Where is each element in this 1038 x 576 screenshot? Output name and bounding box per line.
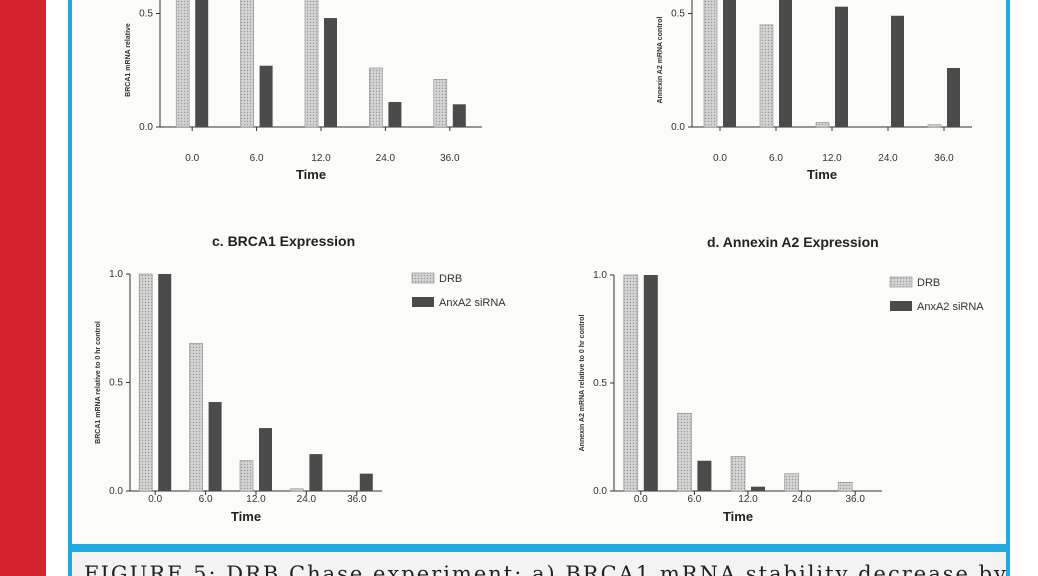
- accent-red-bar: [0, 0, 46, 576]
- bar-drb-12-0: [239, 460, 254, 492]
- x-axis-title: Time: [723, 509, 753, 524]
- x-tick-label: 0.0: [185, 153, 199, 164]
- x-axis-title: Time: [296, 167, 326, 182]
- x-tick-label: 0.0: [148, 494, 162, 505]
- bar-drb-24-0: [290, 488, 304, 492]
- y-tick-label: 0.5: [139, 9, 153, 20]
- x-axis-title: Time: [231, 509, 261, 524]
- bar-drb-0-0: [138, 273, 153, 492]
- x-tick-label: 24.0: [376, 153, 396, 164]
- x-tick-label: 12.0: [822, 153, 842, 164]
- bar-drb-0-0: [703, 0, 718, 128]
- bar-drb-24-0: [784, 473, 799, 492]
- y-tick-label: 0.5: [593, 378, 607, 389]
- legend-swatch-anxa2-sirna: [890, 301, 912, 311]
- bar-anxa2-sirna-12-0: [751, 486, 765, 491]
- x-tick-label: 12.0: [246, 494, 266, 505]
- legend-label-anxa2-sirna: AnxA2 siRNA: [917, 301, 984, 313]
- y-tick-label: 0.5: [671, 9, 685, 20]
- x-tick-label: 24.0: [878, 153, 898, 164]
- bar-drb-12-0: [815, 122, 830, 128]
- bar-anxa2-sirna-24-0: [891, 15, 904, 128]
- x-tick-label: 36.0: [934, 153, 954, 164]
- bar-anxa2-sirna-6-0: [779, 0, 792, 127]
- y-tick-label: 0.0: [109, 486, 123, 497]
- y-axis-title: Annexin A2 mRNA relative to 0 hr control: [579, 315, 586, 452]
- chart-b-annexin-top: 0.0 0.5 0.0 6.0 12.0 24.0 36.0 Time Annexin A2 m…: [657, 0, 972, 182]
- figure-caption-band: FIGURE 5: DRB Chase experiment: a) BRCA1…: [68, 548, 1010, 576]
- bar-drb-12-0: [730, 456, 746, 492]
- y-axis-title: Annexin A2 mRNA control: [657, 16, 664, 103]
- bar-drb-36-0: [927, 124, 942, 128]
- y-tick-label: 0.0: [139, 122, 153, 133]
- bar-anxa2-sirna-6-0: [208, 402, 222, 491]
- x-tick-label: 6.0: [199, 494, 213, 505]
- chart-a-brca1-top: 0.0 0.5 0.0 6.0 12.0 24.0 36.0 Time BRCA1 mRNA r…: [125, 0, 482, 182]
- x-tick-label: 24.0: [792, 494, 812, 505]
- bar-drb-6-0: [240, 0, 254, 128]
- bar-drb-12-0: [304, 0, 319, 128]
- bar-anxa2-sirna-6-0: [697, 460, 712, 491]
- chart-title: d. Annexin A2 Expression: [707, 234, 879, 250]
- bar-anxa2-sirna-12-0: [835, 6, 848, 127]
- bar-drb-36-0: [837, 482, 853, 492]
- x-tick-label: 6.0: [687, 494, 701, 505]
- x-tick-label: 12.0: [738, 494, 758, 505]
- bar-anxa2-sirna-24-0: [309, 454, 323, 491]
- y-tick-label: 0.0: [671, 122, 685, 133]
- bar-drb-6-0: [189, 343, 203, 492]
- bar-drb-0-0: [623, 274, 639, 492]
- y-axis-title: BRCA1 mRNA relative to 0 hr control: [95, 321, 102, 444]
- chart-c-brca1-expression: 0.0 0.5 1.0 0.0 6.0 12.0 24.0 36.0 Time BRCA1 mRN…: [95, 233, 506, 524]
- x-tick-label: 36.0: [440, 153, 460, 164]
- y-tick-label: 1.0: [109, 269, 123, 280]
- y-axis-title: BRCA1 mRNA relative: [125, 23, 132, 97]
- legend-label-anxa2-sirna: AnxA2 siRNA: [439, 297, 506, 309]
- y-tick-label: 0.5: [109, 378, 123, 389]
- x-tick-label: 6.0: [250, 153, 264, 164]
- legend-label-drb: DRB: [439, 273, 462, 285]
- bar-anxa2-sirna-36-0: [947, 67, 960, 127]
- figure-frame: 0.0 0.5 0.0 6.0 12.0 24.0 36.0 Time BRCA1 mRNA r…: [68, 0, 1010, 548]
- legend-label-drb: DRB: [917, 277, 940, 289]
- bar-anxa2-sirna-6-0: [259, 65, 273, 127]
- legend-swatch-anxa2-sirna: [412, 297, 434, 307]
- x-tick-label: 36.0: [347, 494, 367, 505]
- legend-swatch-drb: [411, 272, 435, 284]
- bar-anxa2-sirna-0-0: [195, 0, 209, 127]
- bar-drb-0-0: [175, 0, 190, 128]
- legend-swatch-drb: [889, 276, 913, 288]
- x-tick-label: 6.0: [769, 153, 783, 164]
- bar-drb-36-0: [433, 79, 448, 128]
- bar-anxa2-sirna-0-0: [723, 0, 736, 127]
- bar-anxa2-sirna-12-0: [324, 18, 337, 127]
- bar-anxa2-sirna-24-0: [388, 102, 402, 127]
- figure-caption: FIGURE 5: DRB Chase experiment: a) BRCA1…: [84, 562, 1008, 576]
- bar-drb-6-0: [677, 412, 692, 492]
- x-tick-label: 0.0: [634, 494, 648, 505]
- x-tick-label: 0.0: [713, 153, 727, 164]
- bar-anxa2-sirna-0-0: [643, 275, 658, 491]
- chart-title: c. BRCA1 Expression: [212, 233, 355, 249]
- x-axis-title: Time: [807, 167, 837, 182]
- bar-drb-24-0: [369, 67, 383, 128]
- x-tick-label: 24.0: [297, 494, 317, 505]
- y-tick-label: 0.0: [593, 486, 607, 497]
- bar-anxa2-sirna-36-0: [452, 104, 466, 127]
- chart-d-annexin-expression: 0.0 0.5 1.0 0.0 6.0 12.0 24.0 36.0 Time Annexin A…: [579, 234, 984, 524]
- x-tick-label: 36.0: [845, 494, 865, 505]
- bar-anxa2-sirna-12-0: [259, 428, 272, 491]
- bar-anxa2-sirna-0-0: [158, 274, 172, 491]
- bar-anxa2-sirna-36-0: [359, 473, 373, 491]
- y-tick-label: 1.0: [593, 270, 607, 281]
- bar-drb-6-0: [759, 24, 774, 128]
- x-tick-label: 12.0: [311, 153, 331, 164]
